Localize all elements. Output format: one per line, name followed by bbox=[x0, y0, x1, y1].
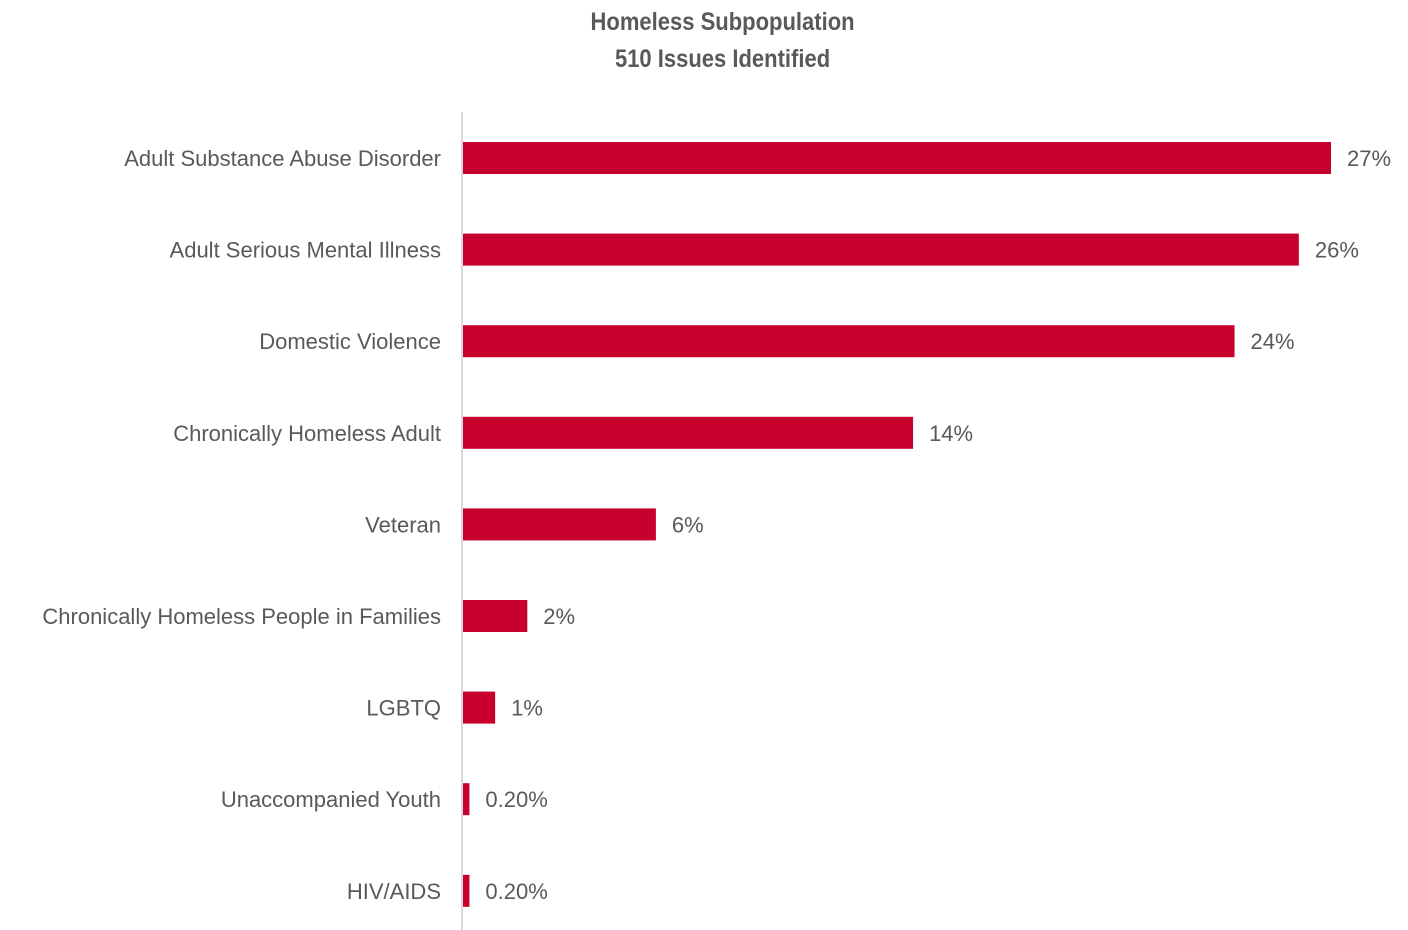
category-label: Veteran bbox=[365, 512, 441, 537]
bar bbox=[463, 691, 496, 724]
bar bbox=[463, 874, 470, 907]
bar bbox=[463, 142, 1331, 174]
category-label: Chronically Homeless People in Families bbox=[42, 604, 441, 629]
bar bbox=[463, 783, 470, 816]
category-label: Chronically Homeless Adult bbox=[173, 421, 441, 446]
bar bbox=[463, 416, 914, 449]
category-label: HIV/AIDS bbox=[347, 879, 441, 904]
category-label: LGBTQ bbox=[366, 696, 441, 721]
data-label: 24% bbox=[1251, 329, 1295, 354]
bar bbox=[463, 600, 528, 632]
data-label: 0.20% bbox=[485, 879, 547, 904]
data-label: 14% bbox=[929, 421, 973, 446]
chart-title-line-2: 510 Issues Identified bbox=[614, 45, 831, 73]
category-label: Unaccompanied Youth bbox=[221, 787, 441, 812]
chart-title-line-1: Homeless Subpopulation bbox=[590, 8, 855, 36]
data-label: 2% bbox=[543, 604, 575, 629]
data-label: 6% bbox=[672, 512, 704, 537]
data-label: 1% bbox=[511, 696, 543, 721]
bar bbox=[463, 233, 1299, 266]
data-label: 27% bbox=[1347, 146, 1391, 171]
category-label: Domestic Violence bbox=[259, 329, 441, 354]
data-label: 0.20% bbox=[485, 787, 547, 812]
category-label: Adult Serious Mental Illness bbox=[170, 238, 441, 263]
bar bbox=[463, 508, 656, 541]
category-label: Adult Substance Abuse Disorder bbox=[124, 146, 441, 171]
bar bbox=[463, 325, 1235, 358]
data-label: 26% bbox=[1315, 238, 1359, 263]
